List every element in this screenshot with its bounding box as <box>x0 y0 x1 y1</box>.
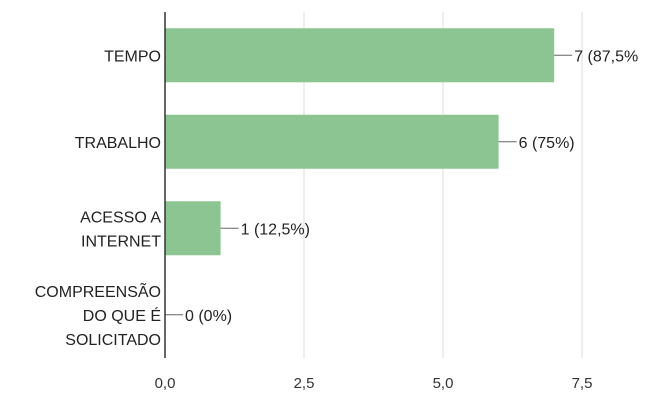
category-label: TRABALHO <box>75 135 161 152</box>
bars <box>165 28 573 316</box>
x-tick-label: 7,5 <box>572 375 593 392</box>
category-label: TEMPO <box>104 48 161 65</box>
bar <box>165 28 555 83</box>
x-tick-label: 2,5 <box>294 375 315 392</box>
bar <box>165 114 499 169</box>
data-label: 7 (87,5% <box>574 48 638 65</box>
data-label: 0 (0%) <box>185 308 232 325</box>
bar <box>165 201 221 256</box>
x-tick-label: 0,0 <box>155 375 176 392</box>
category-label: COMPREENSÃO <box>35 281 161 301</box>
data-label: 1 (12,5%) <box>241 221 310 238</box>
data-label: 6 (75%) <box>519 135 575 152</box>
x-axis-ticks: 0,0 2,5 5,0 7,5 <box>155 375 593 392</box>
category-label: INTERNET <box>81 233 161 250</box>
category-labels: 7 (87,5% TEMPO 6 (75%) TRABALHO 1 (12,5%) ACE… <box>35 48 638 349</box>
category-label: DO QUE É <box>83 306 161 325</box>
x-tick-label: 5,0 <box>433 375 454 392</box>
category-label: ACESSO A <box>80 209 161 226</box>
category-label: SOLICITADO <box>65 332 161 349</box>
